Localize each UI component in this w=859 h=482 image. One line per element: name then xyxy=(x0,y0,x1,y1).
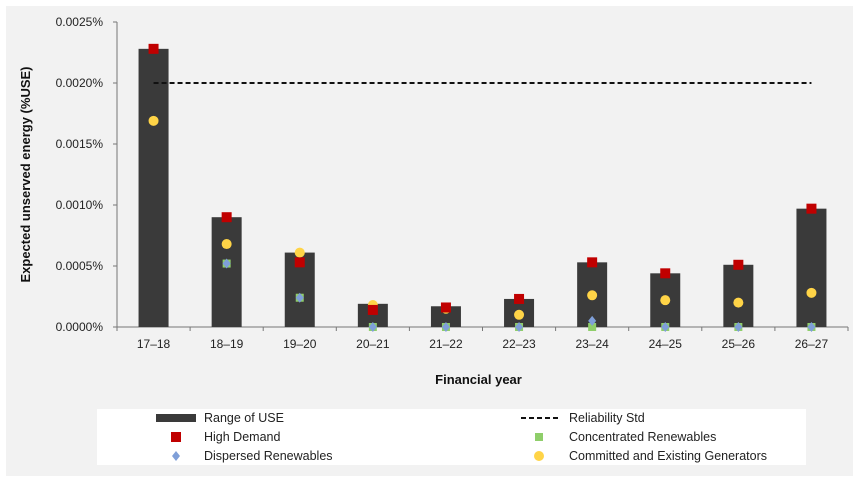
high-demand-marker xyxy=(440,302,451,313)
x-tick-label: 22–23 xyxy=(502,337,536,351)
dispersed-renewables-marker xyxy=(734,322,743,332)
range-bar xyxy=(723,264,754,327)
high-demand-marker xyxy=(660,268,671,279)
legend-symbol xyxy=(534,451,544,461)
legend-label: Range of USE xyxy=(204,411,284,425)
dispersed-renewables-marker xyxy=(588,315,597,326)
x-tick-label: 23–24 xyxy=(575,337,609,351)
legend: Range of USE High Demand Dispersed Renewab… xyxy=(97,409,806,465)
x-tick-label: 21–22 xyxy=(429,337,463,351)
high-demand-marker xyxy=(514,293,525,304)
y-axis-title: Expected unserved energy (%USE) xyxy=(18,66,33,282)
x-tick-label: 18–19 xyxy=(210,337,244,351)
y-tick-label: 0.0015% xyxy=(56,137,104,151)
high-demand-marker xyxy=(367,304,378,315)
x-tick-label: 20–21 xyxy=(356,337,390,351)
concentrated-renewables-marker xyxy=(588,323,597,331)
high-demand-marker xyxy=(294,257,305,268)
y-tick-label: 0.0025% xyxy=(56,15,104,29)
axes: 0.0000% 0.0005% 0.0010% 0.0015% 0.0020% 0.002… xyxy=(56,15,849,351)
legend-label: Concentrated Renewables xyxy=(569,430,716,444)
dispersed-renewables-marker xyxy=(368,322,377,332)
legend-label: Reliability Std xyxy=(569,411,645,425)
x-axis-title: Financial year xyxy=(435,372,522,387)
legend-symbol xyxy=(172,451,180,461)
dispersed-renewables-marker xyxy=(222,258,231,269)
x-tick-label: 19–20 xyxy=(283,337,317,351)
legend-symbol xyxy=(171,432,181,442)
range-bar xyxy=(430,306,461,327)
x-tick-label: 25–26 xyxy=(722,337,756,351)
y-tick-label: 0.0010% xyxy=(56,198,104,212)
committed-and-existing-generators-marker xyxy=(221,239,232,250)
dispersed-renewables-marker xyxy=(441,322,450,332)
dispersed-renewables-marker xyxy=(295,292,304,303)
committed-and-existing-generators-marker xyxy=(148,115,159,126)
committed-and-existing-generators-marker xyxy=(587,290,598,301)
dispersed-renewables-marker xyxy=(515,322,524,332)
legend-symbol xyxy=(156,414,196,422)
legend-label: Dispersed Renewables xyxy=(204,449,333,463)
committed-and-existing-generators-marker xyxy=(660,295,671,306)
range-bar xyxy=(796,208,827,327)
y-tick-label: 0.0020% xyxy=(56,76,104,90)
x-tick-label: 26–27 xyxy=(795,337,829,351)
committed-and-existing-generators-marker xyxy=(733,297,744,308)
committed-and-existing-generators-marker xyxy=(514,309,525,320)
legend-label: Committed and Existing Generators xyxy=(569,449,767,463)
x-tick-label: 24–25 xyxy=(649,337,683,351)
high-demand-marker xyxy=(587,257,598,268)
markers xyxy=(148,43,817,332)
high-demand-marker xyxy=(806,203,817,214)
legend-label: High Demand xyxy=(204,430,280,444)
y-tick-label: 0.0005% xyxy=(56,259,104,273)
range-bar xyxy=(211,217,242,327)
legend-symbol xyxy=(535,433,543,441)
y-tick-label: 0.0000% xyxy=(56,320,104,334)
legend-box xyxy=(97,409,806,465)
range-bars xyxy=(138,48,827,328)
range-bar xyxy=(138,48,169,328)
dispersed-renewables-marker xyxy=(807,322,816,332)
high-demand-marker xyxy=(148,43,159,54)
x-tick-label: 17–18 xyxy=(137,337,171,351)
committed-and-existing-generators-marker xyxy=(294,247,305,258)
range-bar xyxy=(357,303,388,327)
committed-and-existing-generators-marker xyxy=(806,287,817,298)
high-demand-marker xyxy=(733,259,744,270)
dispersed-renewables-marker xyxy=(661,322,670,332)
high-demand-marker xyxy=(221,212,232,223)
